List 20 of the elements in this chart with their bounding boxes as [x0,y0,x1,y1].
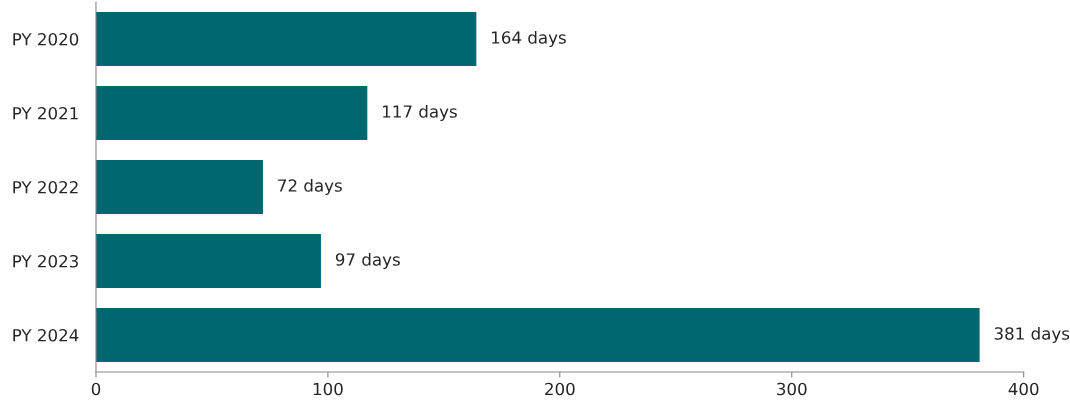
data-label: 97 days [335,252,400,270]
data-label: 164 days [492,30,566,48]
bar [95,85,368,141]
y-tick-label: PY 2021 [13,106,78,120]
bar [95,233,321,289]
bar [95,159,263,215]
y-tick-label: PY 2022 [13,180,78,194]
y-tick-label: PY 2023 [13,254,78,268]
x-tick-label: 300 [777,382,807,396]
x-tick-label: 100 [313,382,343,396]
x-tick-label: 400 [1008,382,1039,396]
x-tick-label: 0 [91,382,101,396]
y-tick-label: PY 2024 [13,328,79,342]
bar [95,11,477,67]
data-label: 72 days [278,178,342,196]
y-tick-label: PY 2020 [13,32,79,46]
data-label: 117 days [383,104,457,122]
x-tick-label: 200 [545,382,575,396]
data-label: 381 days [994,326,1070,344]
bar [95,307,980,363]
